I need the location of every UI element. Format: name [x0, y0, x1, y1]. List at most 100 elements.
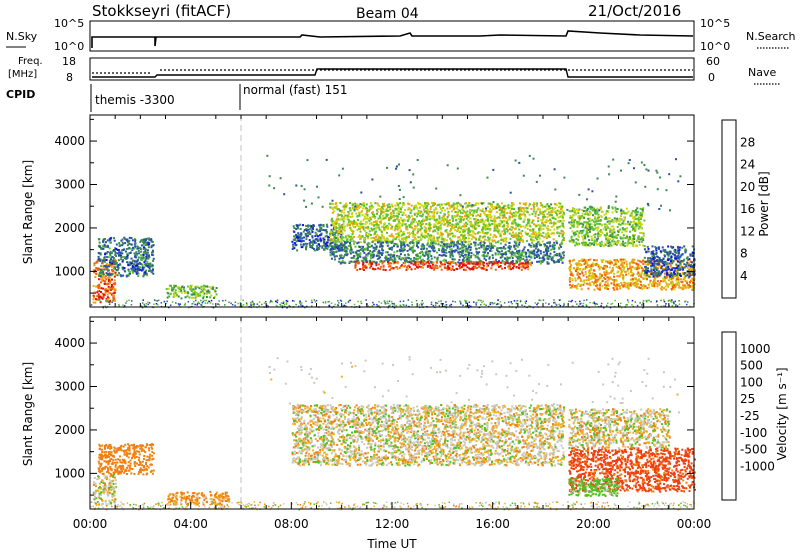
heatmap-cell [504, 251, 507, 254]
heatmap-cell [388, 219, 391, 221]
heatmap-cell [475, 247, 477, 250]
heatmap-cell [501, 267, 503, 270]
heatmap-cell [540, 211, 543, 214]
heatmap-cell [631, 279, 634, 282]
cpid-mode-2: normal (fast) 151 [243, 83, 347, 97]
heatmap-cell [517, 234, 520, 237]
heatmap-cell [602, 277, 605, 280]
heatmap-cell [519, 217, 522, 220]
heatmap-cell [553, 223, 555, 226]
heatmap-cell [617, 230, 620, 233]
heatmap-cell [556, 254, 558, 257]
heatmap-cell [103, 260, 106, 263]
heatmap-cell [346, 238, 349, 241]
heatmap-cell [385, 225, 387, 228]
heatmap-cell [369, 234, 372, 236]
heatmap-cell [144, 244, 147, 246]
heatmap-cell [351, 221, 354, 224]
heatmap-cell [458, 248, 461, 251]
heatmap-cell [177, 286, 180, 289]
heatmap-cell [516, 239, 519, 242]
heatmap-cell [569, 264, 572, 267]
heatmap-cell [424, 251, 427, 254]
heatmap-cell [591, 280, 594, 283]
heatmap-cell [195, 292, 198, 295]
heatmap-cell [528, 213, 531, 216]
heatmap-cell [373, 213, 375, 216]
heatmap-cell [134, 260, 137, 263]
heatmap-cell [611, 262, 613, 265]
heatmap-cell [479, 235, 482, 238]
heatmap-cell [615, 208, 618, 211]
heatmap-cell [474, 243, 477, 246]
heatmap-cell [598, 216, 600, 219]
heatmap-cell [594, 233, 597, 236]
heatmap-cell [311, 247, 314, 249]
heatmap-cell [356, 254, 359, 257]
heatmap-cell [420, 266, 423, 269]
heatmap-cell [391, 246, 394, 249]
heatmap-cell [615, 211, 618, 213]
heatmap-cell [493, 206, 496, 209]
heatmap-cell [587, 244, 590, 247]
heatmap-cell [203, 288, 205, 291]
heatmap-cell [503, 229, 506, 232]
heatmap-cell [414, 262, 417, 265]
heatmap-cell [363, 217, 366, 220]
heatmap-cell [518, 255, 521, 258]
heatmap-cell [478, 265, 481, 268]
heatmap-cell [519, 238, 522, 240]
heatmap-cell [457, 208, 460, 211]
heatmap-cell [300, 234, 303, 237]
heatmap-cell [352, 242, 355, 245]
heatmap-cell [448, 204, 451, 207]
heatmap-cell [344, 225, 346, 228]
heatmap-cell [388, 269, 391, 271]
heatmap-cell [134, 270, 136, 273]
heatmap-cell [334, 239, 336, 242]
heatmap-cell [484, 238, 487, 241]
heatmap-cell [178, 290, 181, 293]
heatmap-cell [605, 241, 608, 244]
heatmap-cell [600, 215, 603, 218]
heatmap-cell [553, 228, 556, 231]
heatmap-cell [421, 258, 424, 261]
heatmap-cell [578, 243, 581, 246]
heatmap-cell [568, 283, 571, 286]
heatmap-cell [305, 224, 308, 227]
heatmap-cell [478, 261, 481, 264]
heatmap-cell [454, 229, 457, 232]
heatmap-cell [407, 208, 410, 211]
heatmap-cell [126, 252, 129, 255]
heatmap-cell [535, 251, 538, 254]
heatmap-cell [592, 220, 595, 223]
heatmap-cell [420, 259, 423, 262]
heatmap-cell [338, 223, 341, 225]
heatmap-cell [458, 220, 461, 223]
heatmap-cell [523, 210, 526, 213]
heatmap-cell [582, 237, 585, 240]
heatmap-cell [450, 239, 453, 242]
heatmap-cell [487, 202, 490, 205]
heatmap-cell [388, 234, 391, 237]
heatmap-cell [312, 248, 315, 250]
heatmap-cell [356, 208, 359, 211]
heatmap-cell [426, 254, 429, 256]
heatmap-cell [403, 203, 406, 206]
heatmap-cell [600, 240, 603, 243]
heatmap-cell [539, 202, 542, 204]
heatmap-cell [480, 260, 483, 263]
heatmap-cell [396, 245, 399, 248]
heatmap-cell [576, 224, 579, 227]
heatmap-cell [538, 225, 541, 228]
heatmap-cell [542, 231, 545, 234]
heatmap-cell [568, 240, 571, 243]
heatmap-cell [538, 243, 541, 245]
heatmap-cell [102, 247, 105, 250]
heatmap-cell [614, 242, 617, 245]
heatmap-cell [372, 228, 375, 231]
heatmap-cell [99, 245, 101, 248]
heatmap-cell [346, 239, 349, 242]
heatmap-cell [362, 263, 364, 266]
heatmap-cell [594, 209, 597, 212]
